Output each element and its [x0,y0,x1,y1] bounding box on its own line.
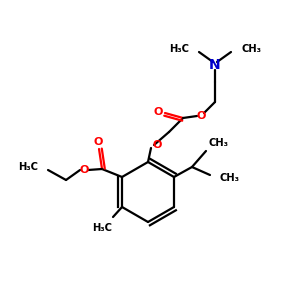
Text: H₃C: H₃C [92,223,112,233]
Text: H₃C: H₃C [169,44,189,54]
Text: CH₃: CH₃ [209,138,229,148]
Text: O: O [152,140,162,150]
Text: CH₃: CH₃ [220,173,240,183]
Text: CH₃: CH₃ [241,44,261,54]
Text: H₃C: H₃C [18,162,38,172]
Text: O: O [196,111,206,121]
Text: N: N [209,58,221,72]
Text: O: O [93,137,103,147]
Text: O: O [153,107,163,117]
Text: O: O [79,165,89,175]
